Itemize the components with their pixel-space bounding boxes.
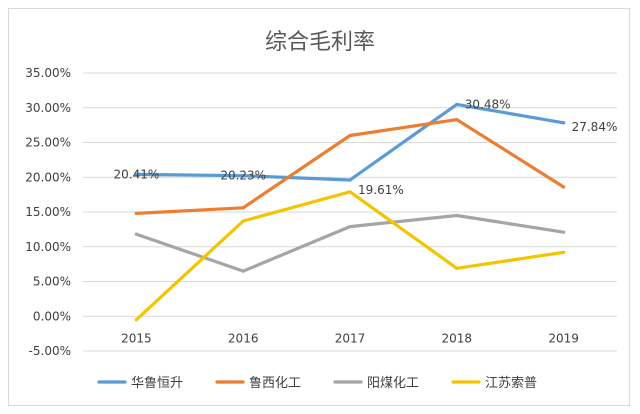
series-line-2 (134, 117, 566, 215)
y-tick-label: 25.00% (25, 136, 71, 150)
data-point (455, 266, 459, 270)
y-axis-ticks: 35.00% 30.00% 25.00% 20.00% 15.00% 10.00% 5.00… (25, 66, 71, 358)
data-point (134, 172, 138, 177)
legend: 华鲁恒升 鲁西化工 阳煤化工 江苏索普 (97, 375, 537, 391)
data-label: 30.48% (465, 97, 511, 111)
y-tick-label: 15.00% (25, 205, 71, 219)
data-point (562, 250, 566, 254)
y-tick-label: 30.00% (25, 101, 71, 115)
data-point (455, 102, 459, 107)
data-point (455, 117, 459, 122)
data-point (134, 232, 138, 236)
series-lines (134, 102, 566, 322)
chart-frame: 综合毛利率 35.00% 30.00% 25.00% 20.00% 15.00% 10.0… (8, 8, 630, 406)
data-label: 20.23% (220, 169, 266, 183)
x-tick-label: 2018 (442, 331, 473, 345)
data-point (562, 230, 566, 234)
data-point (562, 185, 566, 189)
data-point (134, 318, 138, 322)
y-tick-label: 20.00% (25, 170, 71, 184)
data-point (241, 174, 245, 178)
data-point (348, 190, 352, 194)
legend-label: 江苏索普 (485, 375, 537, 391)
x-tick-label: 2017 (335, 331, 366, 345)
x-axis-ticks: 2015 2016 2017 2018 2019 (121, 331, 579, 345)
data-point (241, 206, 245, 210)
legend-label: 阳煤化工 (367, 376, 419, 391)
y-tick-label: 0.00% (33, 309, 71, 323)
data-label: 20.41% (114, 167, 160, 181)
data-point (241, 219, 245, 223)
line-chart: 综合毛利率 35.00% 30.00% 25.00% 20.00% 15.00% 10.0… (25, 30, 618, 391)
data-point (241, 269, 245, 273)
data-point (455, 213, 459, 218)
data-point (348, 224, 352, 229)
data-label: 19.61% (358, 183, 404, 197)
x-tick-label: 2019 (548, 331, 579, 345)
y-tick-label: -5.00% (29, 344, 71, 358)
data-point (348, 178, 352, 182)
legend-label: 鲁西化工 (249, 376, 301, 391)
y-tick-label: 5.00% (33, 275, 71, 289)
x-tick-label: 2016 (228, 331, 259, 345)
data-point (562, 121, 566, 125)
data-labels: 20.41% 20.23% 19.61% 30.48% 27.84% (114, 97, 618, 197)
data-point (348, 133, 352, 138)
data-point (134, 211, 138, 215)
chart-title: 综合毛利率 (265, 30, 375, 55)
data-label: 27.84% (572, 120, 618, 134)
x-tick-label: 2015 (121, 331, 152, 345)
legend-label: 华鲁恒升 (131, 376, 183, 391)
y-tick-label: 35.00% (25, 66, 71, 80)
y-tick-label: 10.00% (25, 240, 71, 254)
